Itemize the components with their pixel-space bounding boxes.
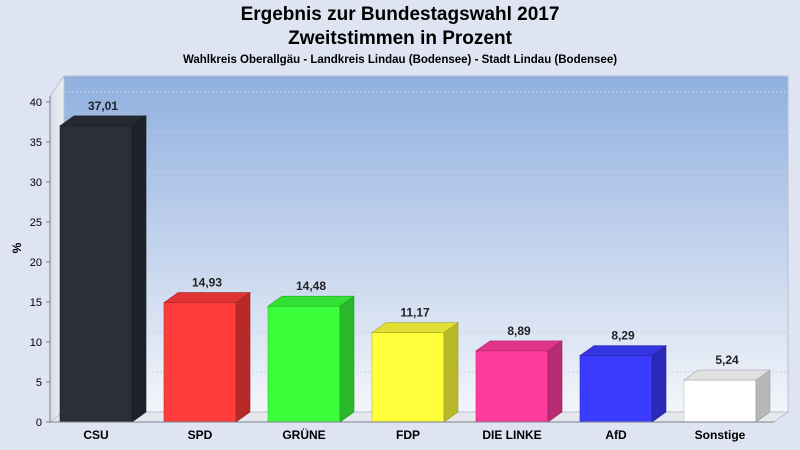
data-label: 11,17: [400, 306, 430, 320]
bar-grüne: [267, 305, 341, 423]
bar-fdp: [371, 332, 445, 423]
bar-top: [683, 369, 771, 381]
bar-afd: [579, 355, 653, 423]
bar-side: [235, 291, 251, 423]
data-label: 14,48: [296, 279, 326, 293]
bar-side: [339, 295, 355, 423]
bar-die-linke: [475, 350, 549, 423]
bar-side: [547, 340, 563, 423]
data-label: 5,24: [715, 353, 739, 367]
bar-spd: [163, 302, 237, 423]
y-tick-label: 20: [30, 257, 42, 269]
y-tick-label: 25: [30, 217, 42, 229]
bar-top: [267, 295, 355, 307]
bar-csu: [59, 125, 133, 423]
data-label: 8,29: [611, 329, 635, 343]
x-tick-label: AfD: [605, 428, 627, 442]
y-tick-label: 10: [30, 337, 42, 349]
bar-side: [131, 115, 147, 423]
x-tick-label: Sonstige: [695, 428, 746, 442]
chart-subtitle: Zweitstimmen in Prozent: [288, 28, 512, 49]
chart-caption: Wahlkreis Oberallgäu - Landkreis Lindau …: [182, 54, 618, 66]
bar-top: [371, 322, 459, 333]
bar-top: [579, 345, 667, 356]
bar-top: [163, 292, 251, 303]
y-tick-label: 15: [30, 297, 42, 309]
x-tick-label: GRÜNE: [282, 427, 325, 442]
data-label: 8,89: [507, 324, 531, 338]
y-tick-label: 5: [36, 377, 42, 389]
x-tick-label: CSU: [83, 428, 108, 442]
bar-side: [443, 322, 459, 423]
data-label: 14,93: [192, 276, 222, 290]
bar-sonstige: [683, 379, 757, 423]
bar-top: [475, 340, 563, 352]
x-tick-label: DIE LINKE: [482, 428, 541, 442]
y-tick-label: 40: [30, 97, 42, 109]
x-tick-label: FDP: [396, 428, 420, 442]
y-axis-label: %: [10, 242, 24, 253]
bar-side: [651, 345, 667, 423]
bar-top: [59, 115, 147, 127]
chart-title: Ergebnis zur Bundestagswahl 2017: [240, 4, 560, 25]
y-tick-label: 0: [36, 417, 42, 429]
x-tick-label: SPD: [188, 428, 213, 442]
y-tick-label: 35: [30, 137, 42, 149]
y-tick-label: 30: [30, 177, 42, 189]
data-label: 37,01: [88, 99, 118, 113]
